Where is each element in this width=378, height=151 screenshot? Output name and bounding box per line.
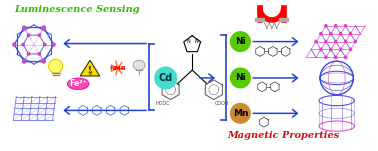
Text: NMR: NMR <box>109 66 126 71</box>
Circle shape <box>339 33 342 35</box>
Circle shape <box>42 26 45 29</box>
Circle shape <box>23 26 26 29</box>
Circle shape <box>43 43 46 46</box>
Circle shape <box>315 40 317 43</box>
Polygon shape <box>133 60 145 70</box>
Circle shape <box>344 25 347 27</box>
Circle shape <box>335 25 337 27</box>
Ellipse shape <box>67 78 89 90</box>
Polygon shape <box>80 60 100 76</box>
Text: !: ! <box>88 66 92 75</box>
Text: Cd: Cd <box>158 73 173 83</box>
Text: HOOC: HOOC <box>155 101 170 106</box>
Circle shape <box>344 56 347 58</box>
Circle shape <box>320 48 322 51</box>
Circle shape <box>335 40 337 43</box>
Text: N: N <box>194 39 198 44</box>
Circle shape <box>231 32 250 51</box>
Circle shape <box>325 40 327 43</box>
Text: Fe²⁺: Fe²⁺ <box>70 79 87 88</box>
Circle shape <box>231 104 250 123</box>
Circle shape <box>344 40 347 43</box>
Circle shape <box>349 33 352 35</box>
Circle shape <box>330 33 332 35</box>
Circle shape <box>330 48 332 51</box>
Circle shape <box>38 53 40 55</box>
Text: Ni: Ni <box>235 73 246 82</box>
Circle shape <box>22 43 24 46</box>
Circle shape <box>27 53 30 55</box>
Circle shape <box>27 34 30 36</box>
Circle shape <box>325 56 327 58</box>
Polygon shape <box>49 59 62 73</box>
Text: COOH: COOH <box>214 101 229 106</box>
Text: ☢: ☢ <box>88 71 92 76</box>
Circle shape <box>335 56 337 58</box>
Text: N: N <box>186 39 190 44</box>
Circle shape <box>38 34 40 36</box>
Circle shape <box>52 43 55 46</box>
Circle shape <box>13 43 16 46</box>
Circle shape <box>42 60 45 63</box>
Circle shape <box>231 68 250 88</box>
Circle shape <box>320 33 322 35</box>
Text: Luminescence Sensing: Luminescence Sensing <box>14 5 140 14</box>
Text: Magnetic Properties: Magnetic Properties <box>228 131 340 140</box>
Circle shape <box>23 60 26 63</box>
Text: Mn: Mn <box>232 109 248 118</box>
Circle shape <box>339 48 342 51</box>
Circle shape <box>155 67 177 89</box>
Circle shape <box>354 40 356 43</box>
Circle shape <box>325 25 327 27</box>
Text: Ni: Ni <box>235 37 246 46</box>
Circle shape <box>349 48 352 51</box>
